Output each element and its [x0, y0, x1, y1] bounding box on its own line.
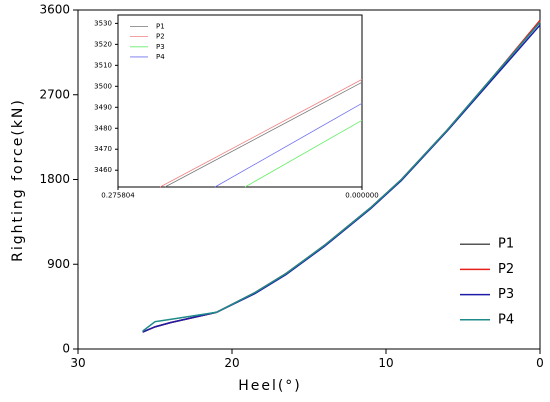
y-tick-label: 2700	[39, 87, 70, 101]
plot-area	[117, 14, 363, 188]
legend-label: P2	[498, 262, 514, 277]
y-tick-label: 3460	[94, 166, 112, 174]
series-line	[142, 21, 541, 332]
legend-label: P1	[156, 23, 165, 31]
y-tick-label: 3510	[94, 61, 112, 69]
legend-label: P4	[156, 53, 165, 61]
x-tick-label: 0	[536, 356, 544, 370]
x-axis-label: Heel(°)	[238, 378, 302, 394]
y-tick-label: 1800	[39, 172, 70, 186]
legend-label: P3	[156, 43, 165, 51]
x-tick-label: 0.000000	[345, 192, 378, 200]
y-tick-label: 0	[62, 342, 70, 356]
y-tick-label: 3530	[94, 19, 112, 27]
legend-label: P3	[498, 287, 514, 302]
legend-label: P4	[498, 312, 514, 327]
y-tick-label: 900	[47, 257, 70, 271]
series-line	[244, 119, 363, 188]
y-axis-label: Righting force(kN)	[10, 98, 26, 262]
x-tick-label: 0.275804	[101, 192, 135, 200]
series-line	[214, 102, 363, 188]
y-tick-label: 3520	[94, 40, 112, 48]
x-tick-label: 20	[224, 356, 239, 370]
y-tick-label: 3490	[94, 103, 112, 111]
y-tick-label: 3480	[94, 124, 112, 132]
y-tick-label: 3600	[39, 3, 70, 17]
legend-label: P2	[156, 33, 165, 41]
x-tick-label: 10	[378, 356, 393, 370]
y-tick-label: 3500	[94, 82, 112, 90]
legend-label: P1	[498, 237, 514, 252]
series-line	[159, 79, 363, 188]
x-tick-label: 30	[70, 356, 85, 370]
y-tick-label: 3470	[94, 145, 112, 153]
series-line	[164, 81, 363, 188]
